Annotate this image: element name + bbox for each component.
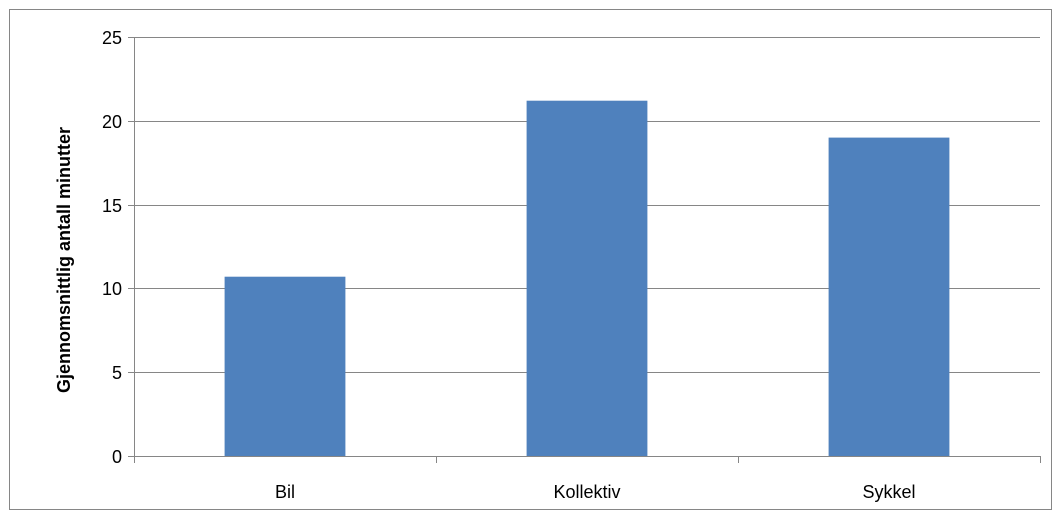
y-tick-label: 10 xyxy=(102,279,122,299)
y-axis-title: Gjennomsnittlig antall minutter xyxy=(54,127,74,393)
bars xyxy=(224,100,950,456)
x-tick-label: Bil xyxy=(275,482,295,502)
bar-bil xyxy=(224,276,346,456)
x-tick-label: Kollektiv xyxy=(553,482,620,502)
y-tick-label: 15 xyxy=(102,196,122,216)
y-tick-label: 25 xyxy=(102,28,122,48)
bar-sykkel xyxy=(828,137,950,456)
x-tick-label: Sykkel xyxy=(862,482,915,502)
bar-kollektiv xyxy=(526,100,648,456)
y-tick-label: 20 xyxy=(102,112,122,132)
y-tick-label: 0 xyxy=(112,447,122,467)
x-tick-labels: Bil Kollektiv Sykkel xyxy=(275,482,916,502)
y-tick-labels: 0 5 10 15 20 25 xyxy=(102,28,122,467)
y-tick-label: 5 xyxy=(112,363,122,383)
axes xyxy=(128,37,1041,463)
